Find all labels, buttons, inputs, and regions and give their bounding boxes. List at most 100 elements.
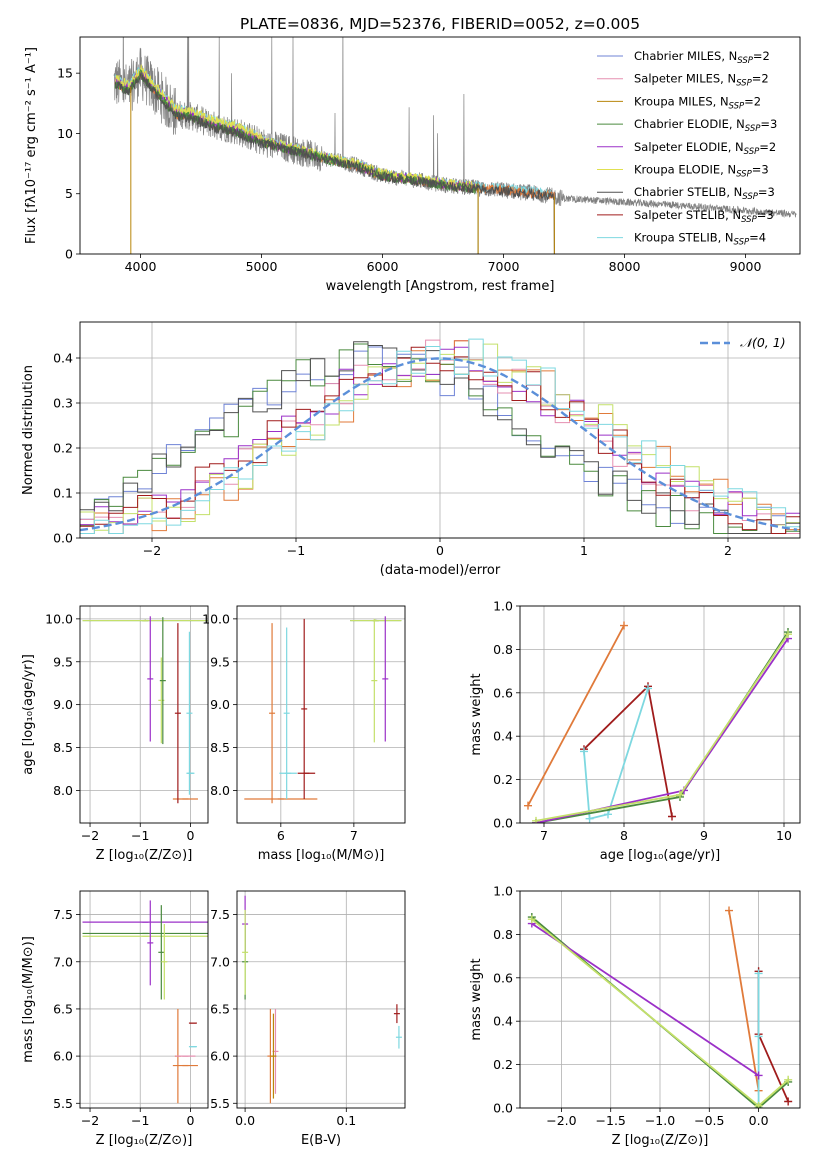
plot-area [80, 338, 800, 534]
y-tick-label: 6.0 [53, 1049, 73, 1064]
x-axis-label: wavelength [Angstrom, rest frame] [326, 279, 555, 294]
y-tick-label: 7.5 [210, 907, 230, 922]
data-point [784, 1075, 793, 1084]
y-tick-label: 6.0 [210, 1049, 230, 1064]
data-point [668, 812, 676, 821]
x-axis-label: (data-model)/error [380, 563, 501, 578]
data-point [524, 801, 532, 810]
chart-residual_histogram: −2 −1 0 1 2 0.0 0.1 0.2 0.3 0.4 (data-model)/error… [21, 321, 801, 578]
y-tick-label: 0.6 [493, 970, 513, 985]
x-axis-label: Z [log₁₀(Z/Z⊙)] [96, 848, 193, 863]
plot-area [82, 616, 208, 804]
errorbar [186, 631, 193, 795]
legend-entry: Salpeter MILES, NSSP=2 [634, 72, 769, 89]
plot-area [242, 895, 402, 1104]
errorbar [371, 618, 378, 743]
y-tick-label: 0 [65, 247, 73, 262]
x-tick-label: 2 [724, 543, 732, 558]
data-point [754, 969, 763, 978]
legend-entry: Chabrier MILES, NSSP=2 [634, 49, 770, 66]
y-tick-label: 0.8 [493, 642, 513, 657]
chart-massweight_vs_age: 7 8 9 10 0.0 0.2 0.4 0.6 0.8 1.0 age [log₁₀(age/yr… [469, 599, 801, 863]
grid [80, 606, 208, 823]
y-tick-label: 0.8 [493, 927, 513, 942]
x-tick-label: 0.1 [336, 1113, 356, 1128]
y-tick-label: 1.0 [493, 884, 513, 899]
chart-mass_vs_EBV: 0.0 0.1 5.5 6.0 6.5 7.0 7.5 E(B-V) [210, 890, 406, 1148]
y-axis-label: age [log₁₀(age/yr)] [21, 654, 36, 775]
y-tick-label: 0.4 [493, 1014, 513, 1029]
chart-mass_vs_Z: −2 −1 0 5.5 6.0 6.5 7.0 7.5 Z [log₁₀(Z/Z⊙)] mass … [21, 890, 209, 1148]
x-tick-label: 9 [700, 828, 708, 843]
axes-frame [79, 605, 209, 824]
y-tick-label: 5.5 [53, 1096, 73, 1111]
legend-entry: 𝒩(0, 1) [740, 335, 786, 350]
y-tick-label: 5.5 [210, 1096, 230, 1111]
x-axis-label: E(B-V) [301, 1133, 341, 1148]
x-tick-label: −1 [131, 1113, 149, 1128]
y-tick-label: 0.1 [53, 486, 73, 501]
data-point [725, 906, 734, 915]
legend-entry: Kroupa STELIB, NSSP=4 [634, 231, 766, 248]
y-tick-label: 7.5 [53, 907, 73, 922]
x-tick-label: −1 [131, 828, 149, 843]
y-tick-label: 0.2 [493, 772, 513, 787]
grid [237, 891, 405, 1108]
x-axis-label: mass [log₁₀(M/M⊙)] [258, 848, 385, 863]
mass-weight-series [532, 630, 792, 823]
legend-entry: Chabrier ELODIE, NSSP=3 [634, 117, 777, 134]
data-point [620, 621, 628, 630]
x-tick-label: 1 [580, 543, 588, 558]
x-tick-label: −2 [81, 1113, 99, 1128]
legend-entry: Kroupa MILES, NSSP=2 [634, 94, 761, 111]
y-tick-label: 0.6 [493, 685, 513, 700]
y-tick-label: 0.2 [53, 441, 73, 456]
x-tick-label: −2 [143, 543, 161, 558]
y-tick-label: 10.0 [45, 611, 73, 626]
data-point [784, 630, 792, 639]
y-tick-label: 7.0 [53, 954, 73, 969]
y-tick-label: 0.2 [493, 1057, 513, 1072]
errorbar [270, 1013, 277, 1099]
x-tick-label: 6 [277, 828, 285, 843]
axes-frame [236, 605, 406, 824]
x-axis-label: age [log₁₀(age/yr)] [600, 848, 721, 863]
x-tick-label: 5000 [246, 259, 278, 274]
y-tick-label: 8.0 [210, 783, 230, 798]
y-tick-label: 0.4 [493, 729, 513, 744]
errorbar [395, 1025, 402, 1049]
x-axis-label: Z [log₁₀(Z/Z⊙)] [96, 1133, 193, 1148]
mass-weight-series [524, 621, 628, 810]
data-point [604, 810, 612, 819]
x-tick-label: −1.5 [596, 1113, 626, 1128]
data-point [784, 1097, 793, 1106]
x-tick-label: 6000 [367, 259, 399, 274]
errorbar [242, 909, 249, 995]
legend: Chabrier MILES, NSSP=2 Salpeter MILES, NS… [597, 49, 777, 248]
plot-area [82, 900, 208, 1104]
y-tick-label: 9.0 [210, 697, 230, 712]
x-tick-label: 0 [186, 1113, 194, 1128]
y-tick-label: 8.5 [210, 740, 230, 755]
x-tick-label: 0.0 [235, 1113, 255, 1128]
y-tick-label: 0.0 [493, 816, 513, 831]
x-tick-label: −2.0 [546, 1113, 576, 1128]
data-point [585, 814, 594, 823]
chart-massweight_vs_Z: −2.0 −1.5 −1.0 −0.5 0.0 0.0 0.2 0.4 0.6 0.8 1.0 Z [… [469, 884, 801, 1148]
y-tick-label: 8.0 [53, 783, 73, 798]
errorbar [158, 905, 165, 1000]
errorbar [283, 627, 290, 799]
axes-frame [519, 890, 801, 1109]
data-point [676, 790, 684, 799]
model-spectrum [114, 72, 555, 254]
axes-frame [79, 36, 801, 255]
y-tick-label: 9.5 [53, 654, 73, 669]
normal-curve [80, 357, 798, 532]
axes-frame [79, 321, 801, 539]
y-tick-label: 10.0 [202, 611, 230, 626]
errorbar [161, 924, 168, 1000]
figure-title: PLATE=0836, MJD=52376, FIBERID=0052, z=0… [240, 15, 640, 33]
errorbar [269, 623, 276, 804]
x-tick-label: −0.5 [694, 1113, 724, 1128]
